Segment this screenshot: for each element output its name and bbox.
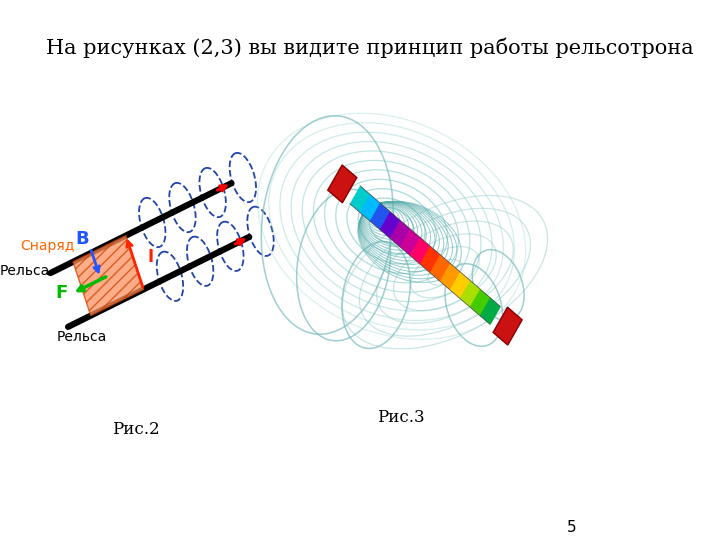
Text: Рис.2: Рис.2 — [112, 422, 160, 438]
Text: 5: 5 — [567, 521, 576, 536]
Polygon shape — [460, 280, 481, 308]
Polygon shape — [370, 203, 391, 230]
Polygon shape — [379, 212, 401, 239]
Text: Рельса: Рельса — [0, 264, 50, 278]
Text: F: F — [55, 284, 68, 301]
Polygon shape — [440, 263, 461, 291]
Polygon shape — [360, 194, 381, 221]
Polygon shape — [410, 238, 431, 265]
Polygon shape — [450, 272, 471, 299]
Polygon shape — [420, 246, 441, 273]
Polygon shape — [400, 229, 420, 256]
Polygon shape — [430, 254, 451, 282]
Polygon shape — [493, 307, 522, 345]
Text: Снаряд: Снаряд — [20, 239, 74, 253]
Polygon shape — [470, 289, 491, 316]
Polygon shape — [73, 235, 143, 315]
Text: B: B — [76, 230, 89, 248]
Text: Рельса: Рельса — [57, 330, 107, 344]
Polygon shape — [328, 165, 357, 203]
Polygon shape — [350, 186, 371, 213]
Text: I: I — [147, 248, 153, 266]
Text: На рисунках (2,3) вы видите принцип работы рельсотрона: На рисунках (2,3) вы видите принцип рабо… — [46, 38, 694, 58]
Polygon shape — [390, 220, 410, 247]
Text: Рис.3: Рис.3 — [377, 409, 424, 427]
Polygon shape — [480, 298, 501, 325]
